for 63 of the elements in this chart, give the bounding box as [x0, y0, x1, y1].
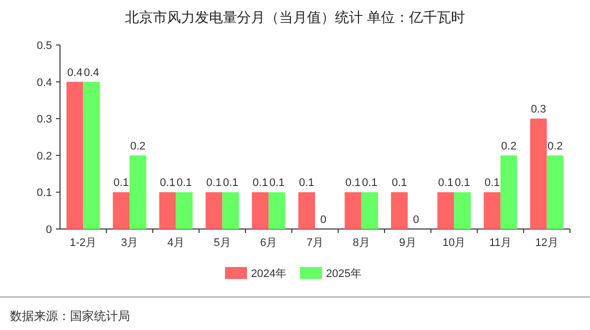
data-label: 0.1	[206, 177, 222, 190]
data-label: 0.4	[67, 66, 82, 79]
data-label: 0.1	[392, 177, 408, 190]
bar	[344, 192, 362, 229]
x-tick-label: 10月	[442, 237, 466, 249]
bar	[222, 192, 239, 229]
data-label: 0.1	[160, 177, 176, 190]
data-label: 0.1	[252, 177, 268, 190]
data-label: 0.2	[501, 140, 516, 152]
bar	[159, 192, 176, 229]
chart-title: 北京市风力发电量分月（当月值）统计 单位：亿千瓦时	[125, 9, 465, 25]
data-label: 0.2	[130, 140, 146, 152]
bar	[546, 155, 564, 229]
data-label: 0.1	[114, 177, 129, 190]
bar	[530, 118, 547, 229]
x-tick-label: 11月	[489, 237, 512, 249]
bar	[176, 192, 193, 229]
data-label: 0.1	[299, 177, 314, 190]
data-label: 0	[320, 214, 326, 226]
x-tick-label: 8月	[352, 237, 370, 249]
data-label: 0.1	[362, 177, 378, 190]
x-tick-label: 7月	[306, 237, 324, 249]
bar	[130, 155, 146, 229]
x-tick-label: 5月	[214, 237, 231, 249]
data-label: 0.3	[530, 104, 546, 116]
bar	[252, 192, 269, 229]
y-tick-label: 0.4	[36, 76, 52, 89]
x-tick-label: 1-2月	[70, 237, 97, 249]
legend-label: 2024年	[251, 268, 286, 280]
y-tick-label: 0.5	[36, 40, 52, 52]
data-label: 0	[413, 214, 420, 226]
data-label: 0.1	[484, 177, 500, 190]
y-tick-label: 0.1	[36, 187, 52, 200]
bar	[206, 192, 222, 229]
data-label: 0.1	[454, 177, 470, 190]
bar	[437, 192, 454, 229]
source-note: 数据来源：国家统计局	[10, 309, 130, 323]
bar	[298, 192, 315, 229]
bar	[361, 192, 378, 229]
bar	[268, 192, 286, 229]
legend-label: 2025年	[326, 268, 362, 280]
data-label: 0.1	[176, 177, 192, 190]
bar	[500, 155, 518, 229]
y-tick-label: 0	[46, 224, 52, 236]
bar	[484, 192, 500, 229]
data-label: 0.1	[269, 177, 285, 190]
data-label: 0.1	[438, 177, 454, 190]
data-label: 0.2	[548, 140, 563, 152]
y-tick-label: 0.3	[36, 114, 52, 126]
x-tick-label: 12月	[535, 237, 558, 249]
bar	[83, 82, 100, 229]
x-tick-label: 4月	[167, 237, 184, 249]
data-label: 0.4	[84, 66, 100, 79]
x-tick-label: 6月	[260, 237, 278, 249]
x-tick-label: 9月	[399, 237, 416, 249]
bar	[66, 82, 84, 229]
bar	[391, 192, 408, 229]
x-tick-label: 3月	[120, 237, 138, 249]
data-label: 0.1	[222, 177, 238, 190]
bar	[454, 192, 471, 229]
y-tick-label: 0.2	[36, 150, 52, 162]
data-label: 0.1	[345, 177, 361, 190]
bar	[112, 192, 130, 229]
